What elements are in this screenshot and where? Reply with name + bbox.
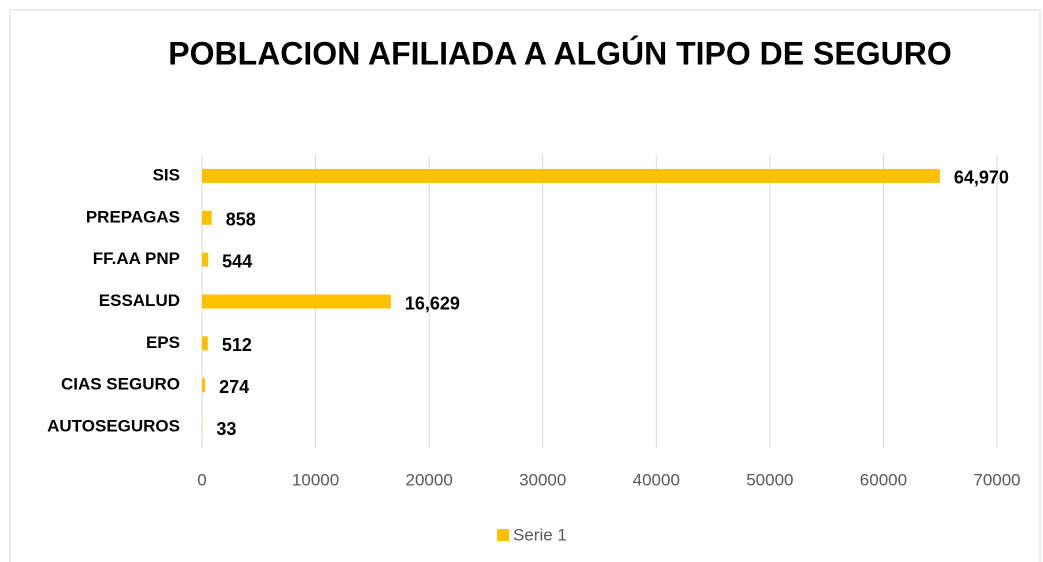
y-tick-label: SIS [153, 165, 180, 184]
legend-label: Serie 1 [513, 525, 567, 544]
data-label: 274 [219, 377, 249, 397]
x-tick-label: 10000 [292, 470, 339, 489]
bar [202, 336, 208, 351]
y-tick-label: AUTOSEGUROS [47, 417, 180, 436]
legend-swatch [497, 529, 509, 541]
y-tick-label: FF.AA PNP [93, 249, 180, 268]
data-label: 512 [222, 335, 252, 355]
data-label: 858 [226, 210, 256, 230]
data-label: 16,629 [405, 293, 460, 313]
x-tick-label: 0 [197, 470, 206, 489]
x-tick-label: 50000 [746, 470, 793, 489]
chart-title: POBLACION AFILIADA A ALGÚN TIPO DE SEGUR… [168, 35, 951, 71]
x-tick-label: 60000 [860, 470, 907, 489]
x-tick-label: 40000 [633, 470, 680, 489]
chart-border [9, 9, 1041, 562]
data-label: 64,970 [954, 168, 1009, 188]
y-tick-label: EPS [146, 333, 180, 352]
y-tick-label: PREPAGAS [86, 207, 180, 226]
y-tick-label: CIAS SEGURO [61, 375, 180, 394]
bar [202, 168, 940, 183]
bar [202, 294, 391, 309]
bar [202, 210, 212, 225]
x-tick-label: 20000 [406, 470, 453, 489]
y-tick-label: ESSALUD [99, 291, 180, 310]
bar [202, 252, 209, 267]
data-label: 33 [216, 419, 236, 439]
x-tick-label: 70000 [973, 470, 1020, 489]
x-tick-label: 30000 [519, 470, 566, 489]
bar [202, 378, 206, 393]
data-label: 544 [222, 251, 252, 271]
